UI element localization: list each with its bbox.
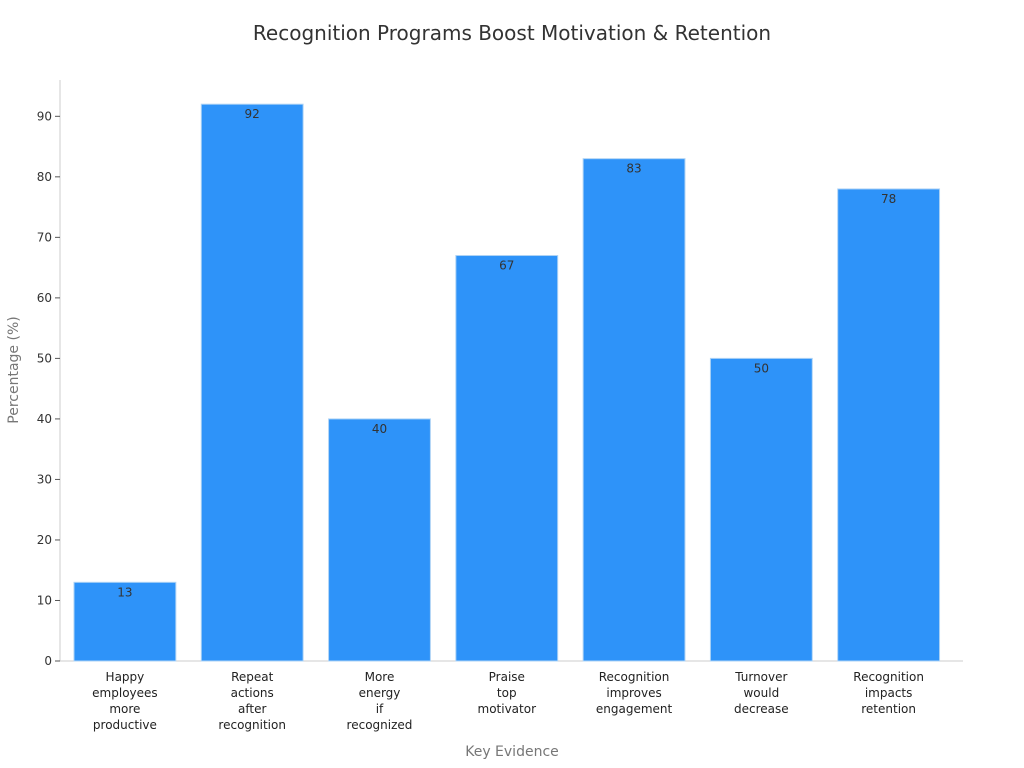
y-tick-label: 0 <box>44 654 52 668</box>
x-axis-title: Key Evidence <box>465 744 559 760</box>
x-tick-label: Happy employees more productive <box>92 670 157 732</box>
bar <box>837 188 941 662</box>
bar-value-label: 78 <box>881 192 896 206</box>
y-tick-label: 50 <box>37 351 52 365</box>
bar-value-label: 50 <box>754 361 769 375</box>
bar-value-label: 67 <box>499 259 514 273</box>
bar <box>709 357 813 662</box>
y-tick-label: 10 <box>37 593 52 607</box>
data-labels: 13 92 40 67 83 50 78 <box>117 107 896 599</box>
bars <box>73 103 941 662</box>
bar <box>455 255 559 662</box>
y-tick-label: 90 <box>37 109 52 123</box>
x-tick-label: Recognition improves engagement <box>596 670 673 716</box>
y-tick-label: 60 <box>37 291 52 305</box>
bar-value-label: 13 <box>117 585 132 599</box>
y-tick-label: 40 <box>37 412 52 426</box>
y-tick-label: 80 <box>37 170 52 184</box>
x-tick-label: Turnover would decrease <box>734 670 789 716</box>
x-tick-label: Praise top motivator <box>478 670 537 716</box>
bar-value-label: 92 <box>245 107 260 121</box>
chart-title: Recognition Programs Boost Motivation & … <box>253 21 771 45</box>
y-tick-label: 20 <box>37 533 52 547</box>
bar-value-label: 83 <box>626 162 641 176</box>
y-axis-title: Percentage (%) <box>6 316 22 423</box>
category-labels: Happy employees more productive Repeat action… <box>92 670 924 732</box>
bar <box>200 103 304 662</box>
bar <box>328 418 431 662</box>
y-tick-label: 30 <box>37 472 52 486</box>
x-tick-label: More energy if recognized <box>347 670 413 732</box>
bar-value-label: 40 <box>372 422 387 436</box>
bar <box>73 581 177 662</box>
x-tick-label: Recognition impacts retention <box>853 670 924 716</box>
y-tick-label: 70 <box>37 230 52 244</box>
x-tick-label: Repeat actions after recognition <box>218 670 286 732</box>
bar <box>582 158 686 662</box>
